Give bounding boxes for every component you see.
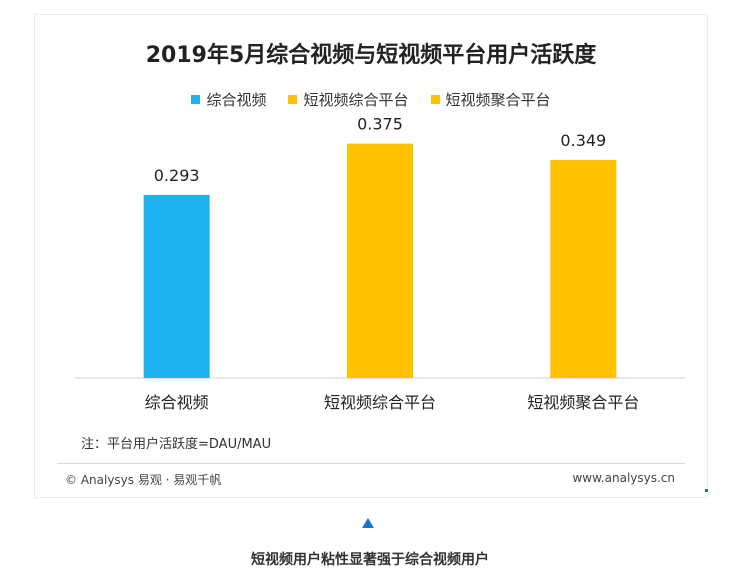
- legend-swatch: [191, 95, 201, 104]
- x-tick-label: 短视频综合平台: [324, 393, 436, 412]
- data-label: 0.349: [560, 131, 606, 150]
- bar-chart-plot: 0.293 综合视频 0.375 短视频综合平台 0.349 短视频聚合平台: [75, 115, 685, 412]
- x-tick-label: 短视频聚合平台: [527, 393, 639, 412]
- legend-label: 短视频聚合平台: [445, 91, 551, 109]
- bar: [347, 143, 413, 378]
- legend-label: 短视频综合平台: [303, 91, 409, 109]
- legend-swatch: [430, 95, 440, 104]
- legend-label: 综合视频: [206, 91, 267, 109]
- bar: [550, 159, 617, 378]
- legend: 综合视频 短视频综合平台 短视频聚合平台: [35, 89, 707, 110]
- chart-title: 2019年5月综合视频与短视频平台用户活跃度: [145, 43, 597, 68]
- data-label: 0.293: [154, 166, 200, 185]
- bar: [143, 194, 210, 378]
- source-credit: © Analysys 易观 · 易观千帆: [65, 473, 222, 487]
- legend-item: 综合视频: [191, 89, 266, 110]
- source-website: www.analysys.cn: [572, 471, 675, 485]
- legend-swatch: [288, 95, 298, 104]
- figure-caption: 短视频用户粘性显著强于综合视频用户: [251, 552, 489, 568]
- chart-card: 2019年5月综合视频与短视频平台用户活跃度 综合视频 短视频综合平台 短视频聚…: [34, 14, 708, 498]
- triangle-up-icon: [362, 518, 374, 528]
- footer-divider: [57, 463, 685, 464]
- data-label: 0.375: [357, 115, 403, 134]
- chart-note: 注：平台用户活跃度=DAU/MAU: [81, 437, 272, 452]
- decorative-dot: [705, 489, 708, 492]
- legend-item: 短视频聚合平台: [430, 89, 551, 110]
- x-tick-label: 综合视频: [145, 393, 209, 412]
- legend-item: 短视频综合平台: [288, 89, 409, 110]
